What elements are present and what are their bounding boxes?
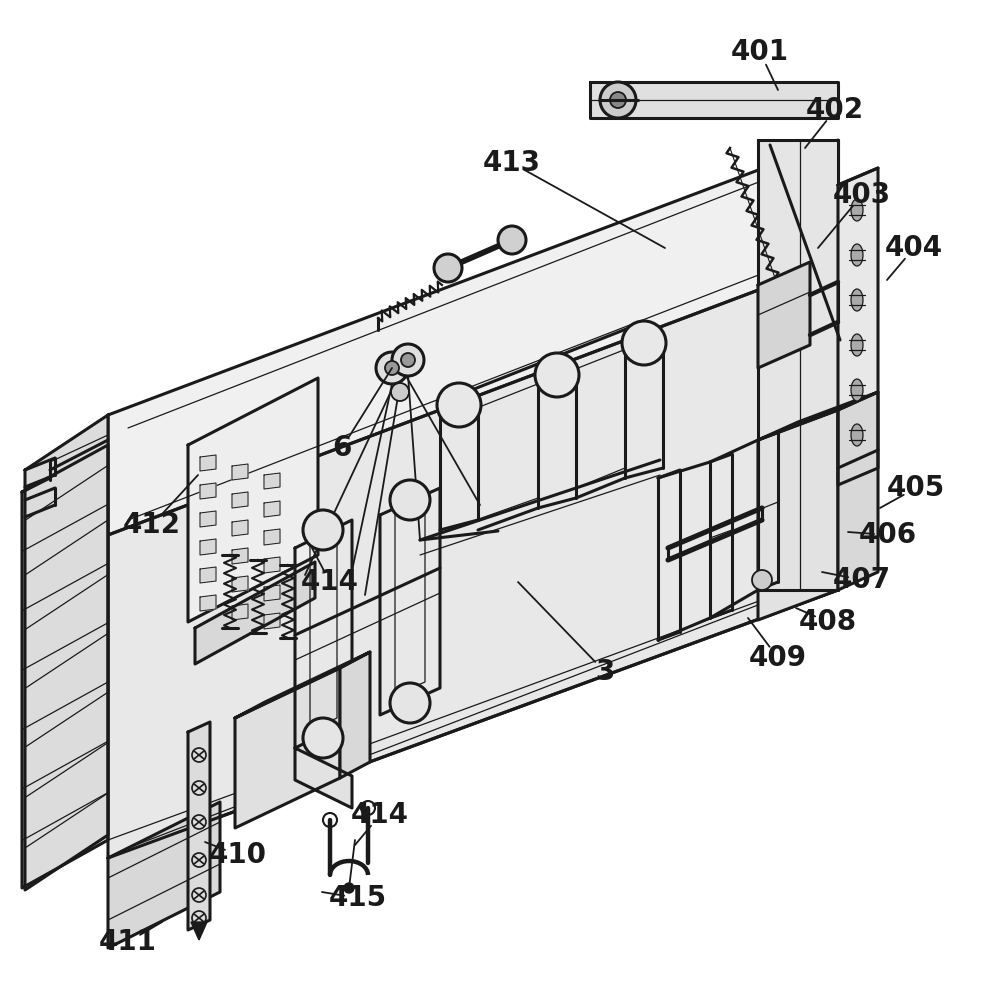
Polygon shape	[191, 922, 207, 940]
Polygon shape	[590, 82, 838, 118]
Text: 410: 410	[209, 841, 267, 869]
Circle shape	[401, 353, 415, 367]
Polygon shape	[235, 668, 340, 828]
Text: 411: 411	[99, 928, 157, 956]
Polygon shape	[295, 748, 352, 808]
Polygon shape	[340, 652, 370, 778]
Polygon shape	[232, 576, 248, 592]
Text: 3: 3	[596, 658, 614, 686]
Circle shape	[385, 361, 399, 375]
Circle shape	[303, 718, 343, 758]
Polygon shape	[758, 410, 838, 620]
Ellipse shape	[851, 379, 863, 401]
Polygon shape	[200, 483, 216, 499]
Circle shape	[344, 883, 354, 893]
Circle shape	[376, 352, 408, 384]
Polygon shape	[264, 557, 280, 573]
Polygon shape	[195, 562, 315, 664]
Text: 403: 403	[833, 181, 891, 209]
Text: 6: 6	[332, 434, 352, 462]
Polygon shape	[108, 802, 220, 948]
Ellipse shape	[851, 199, 863, 221]
Polygon shape	[188, 378, 318, 622]
Polygon shape	[758, 262, 810, 368]
Polygon shape	[232, 464, 248, 480]
Circle shape	[437, 383, 481, 427]
Polygon shape	[838, 168, 878, 485]
Polygon shape	[264, 613, 280, 629]
Ellipse shape	[851, 424, 863, 446]
Polygon shape	[758, 140, 838, 590]
Polygon shape	[200, 455, 216, 471]
Text: 404: 404	[885, 234, 943, 262]
Text: 401: 401	[731, 38, 789, 66]
Text: 415: 415	[329, 884, 387, 912]
Circle shape	[390, 683, 430, 723]
Circle shape	[303, 510, 343, 550]
Polygon shape	[264, 529, 280, 545]
Ellipse shape	[851, 244, 863, 266]
Text: 414: 414	[301, 568, 359, 596]
Polygon shape	[232, 548, 248, 564]
Polygon shape	[264, 473, 280, 489]
Polygon shape	[200, 595, 216, 611]
Polygon shape	[200, 539, 216, 555]
Polygon shape	[108, 260, 838, 858]
Polygon shape	[758, 392, 878, 440]
Circle shape	[392, 344, 424, 376]
Circle shape	[498, 226, 526, 254]
Text: 406: 406	[859, 521, 917, 549]
Text: 412: 412	[123, 511, 181, 539]
Circle shape	[610, 92, 626, 108]
Polygon shape	[108, 140, 838, 535]
Text: 409: 409	[749, 644, 807, 672]
Ellipse shape	[851, 334, 863, 356]
Polygon shape	[22, 445, 108, 888]
Text: 402: 402	[806, 96, 864, 124]
Polygon shape	[200, 511, 216, 527]
Text: 408: 408	[799, 608, 857, 636]
Text: 414: 414	[351, 801, 409, 829]
Circle shape	[390, 480, 430, 520]
Polygon shape	[264, 501, 280, 517]
Polygon shape	[838, 392, 878, 590]
Ellipse shape	[851, 289, 863, 311]
Circle shape	[391, 383, 409, 401]
Circle shape	[600, 82, 636, 118]
Polygon shape	[188, 722, 210, 930]
Polygon shape	[25, 415, 108, 890]
Text: 405: 405	[886, 474, 946, 502]
Circle shape	[434, 254, 462, 282]
Polygon shape	[235, 652, 370, 718]
Text: 413: 413	[483, 149, 541, 177]
Polygon shape	[264, 585, 280, 601]
Polygon shape	[232, 492, 248, 508]
Text: 407: 407	[833, 566, 891, 594]
Circle shape	[535, 353, 579, 397]
Polygon shape	[232, 520, 248, 536]
Circle shape	[752, 570, 772, 590]
Polygon shape	[200, 567, 216, 583]
Circle shape	[622, 321, 666, 365]
Polygon shape	[232, 604, 248, 620]
